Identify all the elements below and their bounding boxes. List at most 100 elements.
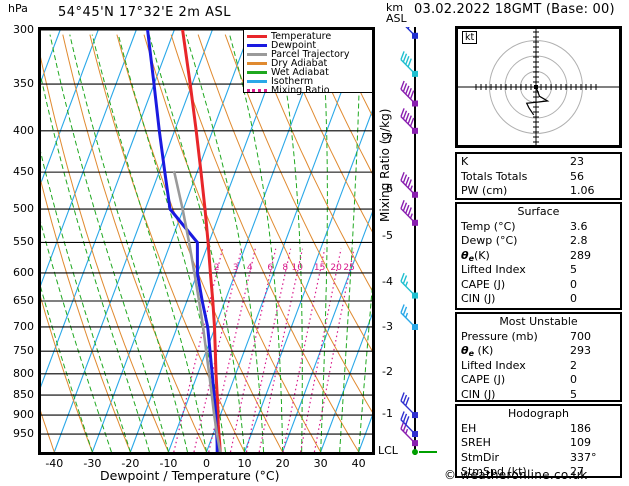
legend-swatch-icon <box>247 35 267 38</box>
mixing-ratio-axis-title: Mixing Ratio (g/kg) <box>378 108 392 222</box>
pressure-tick-950: 950 <box>13 427 34 441</box>
legend-item-mixing-ratio: Mixing Ratio <box>247 86 370 95</box>
pressure-tick-600: 600 <box>13 265 34 279</box>
row-key: PW (cm) <box>461 184 508 197</box>
hodograph-row: SREH 109 <box>457 436 620 451</box>
legend-swatch-icon <box>247 89 267 92</box>
row-key: K <box>461 155 469 168</box>
legend-swatch-icon <box>247 44 267 47</box>
row-value: 5 <box>570 263 577 276</box>
row-value: 289 <box>570 248 591 262</box>
station-coordinates-title: 54°45'N 17°32'E 2m ASL <box>58 5 231 20</box>
pressure-tick-350: 350 <box>13 77 34 91</box>
svg-text:6: 6 <box>267 263 273 273</box>
pressure-tick-400: 400 <box>13 123 34 137</box>
hodograph-svg <box>458 29 619 145</box>
chart-legend: Temperature Dewpoint Parcel Trajectory Dry … <box>243 29 373 95</box>
pressure-tick-650: 650 <box>13 294 34 307</box>
row-value: 56 <box>570 169 584 183</box>
row-value: 700 <box>570 329 591 343</box>
svg-text:4: 4 <box>247 263 253 273</box>
temperature-tick--10: -10 <box>159 457 178 470</box>
svg-text:20: 20 <box>330 263 342 273</box>
table-heading: Most Unstable <box>499 315 578 328</box>
hodograph-row: StmSpd (kt) 27 <box>457 465 620 480</box>
hodograph-stats-table: Hodograph EH 186 SREH 109 StmDir 337° StmSpd (k… <box>455 404 622 478</box>
svg-text:3: 3 <box>233 263 239 273</box>
km-tick-3: -3 <box>382 320 393 334</box>
temperature-tick--40: -40 <box>45 457 64 470</box>
row-key: CIN (J) <box>461 292 496 305</box>
row-key: CIN (J) <box>461 387 496 401</box>
surface-row: CIN (J) 0 <box>457 292 620 307</box>
surface-row: CAPE (J) 0 <box>457 278 620 293</box>
km-axis-unit-line2: ASL <box>386 12 407 25</box>
row-value: 337° <box>570 450 597 464</box>
pressure-tick-300: 300 <box>13 23 34 36</box>
temperature-tick--20: -20 <box>121 457 140 470</box>
temperature-tick-30: 30 <box>313 457 328 470</box>
legend-label: Parcel Trajectory <box>271 49 350 60</box>
legend-item-wet-adiabat: Wet Adiabat <box>247 68 370 77</box>
copyright-notice: © weatheronline.co.uk <box>444 468 588 482</box>
temperature-tick-40: 40 <box>351 457 366 470</box>
indices-row: PW (cm) 1.06 <box>457 184 620 199</box>
surface-row: Dewp (°C) 2.8 <box>457 234 620 249</box>
wind-barb-column <box>400 27 437 455</box>
legend-swatch-icon <box>247 53 267 56</box>
surface-row: θe(K) 289 <box>457 249 620 264</box>
pressure-tick-900: 900 <box>13 408 34 422</box>
indices-row: Totals Totals 56 <box>457 170 620 185</box>
lcl-label: LCL <box>378 444 398 457</box>
legend-item-temperature: Temperature <box>247 32 370 41</box>
row-key: SREH <box>461 436 491 449</box>
row-key: StmSpd (kt) <box>461 465 527 478</box>
km-tick-1: -1 <box>382 407 393 421</box>
pressure-tick-450: 450 <box>13 165 34 179</box>
row-key: Dewp (°C) <box>461 234 518 247</box>
row-value: 2 <box>570 358 577 372</box>
svg-text:2: 2 <box>214 263 220 273</box>
row-key: CAPE (J) <box>461 373 506 386</box>
surface-row: Temp (°C) 3.6 <box>457 220 620 235</box>
lcl-marker: LCL <box>378 444 398 457</box>
row-value: 109 <box>570 436 591 449</box>
km-tick-7: -7 <box>382 133 393 147</box>
legend-label: Isotherm <box>271 76 314 87</box>
temperature-tick--30: -30 <box>83 457 102 470</box>
row-value: 186 <box>570 421 591 435</box>
row-value: 23 <box>570 155 584 168</box>
temperature-tick-10: 10 <box>237 457 252 470</box>
forecast-date-title: 03.02.2022 18GMT (Base: 00) <box>414 2 615 17</box>
legend-swatch-icon <box>247 62 267 65</box>
legend-label: Dewpoint <box>271 40 317 51</box>
table-heading: Surface <box>517 205 560 218</box>
row-key: Temp (°C) <box>461 219 516 233</box>
surface-row: Lifted Index 5 <box>457 263 620 278</box>
legend-item-parcel-trajectory: Parcel Trajectory <box>247 50 370 59</box>
pressure-tick-550: 550 <box>13 235 34 249</box>
most-unstable-parcel-table: Most Unstable Pressure (mb) 700 θe (K) 293 Li… <box>455 312 622 402</box>
hodograph-row: EH 186 <box>457 422 620 437</box>
row-value: 0 <box>570 277 577 291</box>
legend-label: Dry Adiabat <box>271 58 328 69</box>
legend-swatch-icon <box>247 80 267 83</box>
row-key: θe(K) <box>461 248 490 263</box>
row-value: 1.06 <box>570 184 595 197</box>
legend-swatch-icon <box>247 71 267 74</box>
unstable-row: CAPE (J) 0 <box>457 373 620 388</box>
legend-label: Mixing Ratio <box>271 85 330 96</box>
pressure-tick-750: 750 <box>13 344 34 358</box>
unstable-row: CIN (J) 5 <box>457 388 620 403</box>
legend-label: Temperature <box>271 31 332 42</box>
legend-item-dry-adiabat: Dry Adiabat <box>247 59 370 68</box>
pressure-tick-800: 800 <box>13 366 34 380</box>
km-tick-5: -5 <box>382 229 393 243</box>
svg-text:15: 15 <box>314 263 325 273</box>
km-axis-unit-line1: km <box>386 1 404 14</box>
indices-row: K 23 <box>457 155 620 170</box>
pressure-tick-700: 700 <box>13 319 34 333</box>
legend-label: Wet Adiabat <box>271 67 329 78</box>
row-key: CAPE (J) <box>461 277 506 291</box>
km-tick-6: -6 <box>382 181 393 195</box>
